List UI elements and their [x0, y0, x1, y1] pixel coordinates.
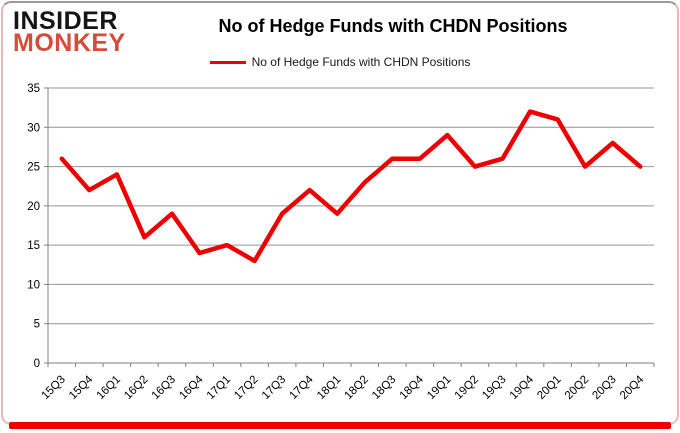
x-tick-label: 17Q1	[205, 374, 233, 402]
x-tick-label: 20Q4	[618, 373, 647, 402]
x-tick-label: 19Q2	[453, 374, 481, 402]
x-tick-label: 20Q1	[535, 374, 563, 402]
x-tick-label: 15Q3	[40, 374, 68, 402]
gridlines	[48, 87, 654, 325]
x-tick-label: 19Q4	[508, 373, 537, 402]
x-tick-label: 15Q4	[67, 373, 96, 402]
series-line	[59, 109, 643, 264]
y-tick-label: 5	[34, 319, 40, 331]
y-tick-label: 30	[27, 122, 40, 134]
y-tick-label: 35	[27, 83, 40, 95]
insider-monkey-logo: INSIDER MONKEY	[13, 7, 126, 57]
legend-line-marker	[209, 60, 246, 64]
x-tick-label: 18Q2	[343, 374, 371, 402]
x-tick-label: 20Q3	[590, 374, 618, 402]
x-tick-label: 16Q2	[122, 374, 150, 402]
bottom-red-bar	[9, 422, 671, 429]
logo-text-insider: INSIDER	[13, 7, 118, 35]
x-tick-label: 18Q4	[398, 373, 427, 402]
chart-title: No of Hedge Funds with CHDN Positions	[218, 16, 568, 36]
legend-label: No of Hedge Funds with CHDN Positions	[251, 55, 471, 69]
x-tick-label: 19Q3	[480, 374, 508, 402]
x-tick-label: 16Q4	[177, 373, 206, 402]
x-tick-label: 18Q3	[370, 374, 398, 402]
y-tick-label: 15	[27, 240, 40, 252]
x-tick-label: 20Q2	[563, 374, 591, 402]
x-tick-label: 19Q1	[425, 374, 453, 402]
logo-text-monkey: MONKEY	[13, 29, 126, 57]
x-tick-label: 17Q2	[232, 374, 260, 402]
legend: No of Hedge Funds with CHDN Positions	[0, 55, 680, 69]
x-tick-label: 16Q3	[150, 374, 178, 402]
y-tick-label: 0	[34, 358, 40, 370]
x-tick-label: 18Q1	[315, 374, 343, 402]
x-tick-label: 17Q4	[287, 373, 316, 402]
x-tick-label: 17Q3	[260, 374, 288, 402]
y-tick-label: 20	[27, 201, 40, 213]
y-tick-label: 25	[27, 162, 40, 174]
y-tick-label: 10	[27, 279, 40, 291]
x-tick-label: 16Q1	[95, 374, 123, 402]
